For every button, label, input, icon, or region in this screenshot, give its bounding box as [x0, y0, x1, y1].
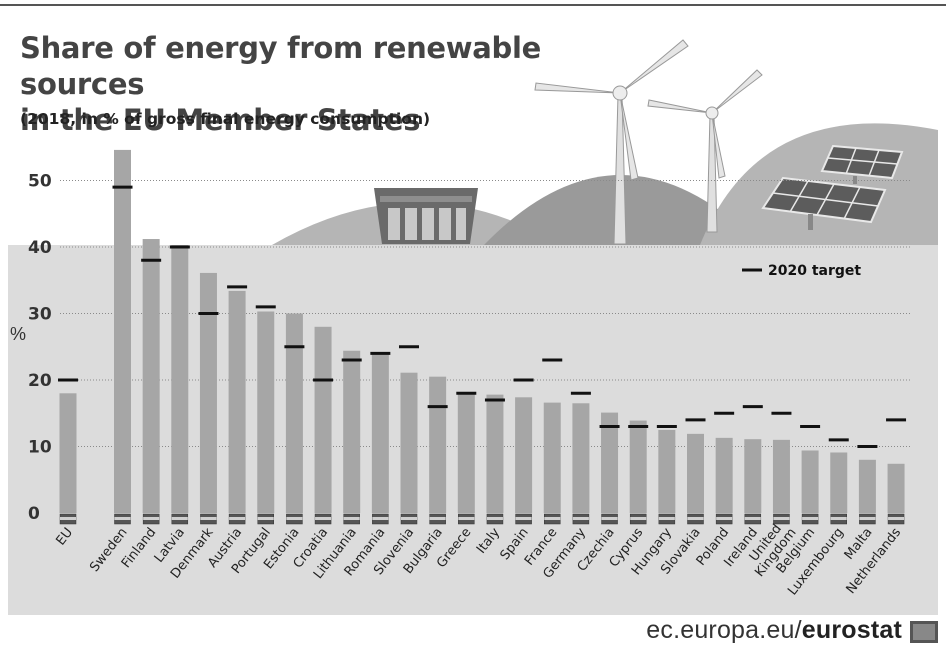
flag-stripe — [143, 517, 160, 520]
y-tick-label: 30 — [28, 305, 52, 325]
bar — [887, 463, 905, 513]
bar — [343, 350, 361, 513]
eurostat-logo-icon — [910, 621, 938, 643]
wind-turbine-small-icon — [647, 69, 763, 233]
bars-group — [59, 149, 905, 513]
bar — [171, 245, 189, 513]
y-tick-label: 20 — [28, 371, 52, 391]
chart-subtitle: (2018, in % of gross final energy consum… — [20, 110, 431, 128]
flag-stripe — [286, 517, 303, 520]
bar — [400, 372, 418, 513]
legend-target-label: 2020 target — [768, 263, 861, 279]
legend: 2020 target — [742, 263, 861, 279]
flag-stripe — [60, 517, 76, 520]
solar-panel-icon — [761, 144, 904, 230]
flag-stripe — [257, 517, 274, 520]
flag-stripe — [658, 517, 675, 520]
bar — [142, 239, 160, 513]
flag-stripe — [401, 517, 417, 520]
bar — [858, 459, 876, 513]
bar — [457, 393, 475, 513]
flag-stripe — [486, 517, 503, 520]
bar — [830, 452, 848, 513]
top-rule — [0, 4, 946, 6]
source-brand: eurostat — [801, 616, 902, 644]
flag-stripe — [888, 517, 905, 520]
flag-stripe — [315, 517, 332, 520]
bar — [257, 311, 275, 513]
bar — [687, 433, 704, 513]
bar — [486, 394, 504, 513]
flag-stripe — [114, 517, 131, 520]
y-tick-label: 0 — [28, 504, 40, 524]
bar — [801, 450, 819, 513]
flag-stripe — [515, 517, 532, 520]
bar — [515, 397, 533, 513]
bar — [601, 412, 619, 513]
title-line-2: in the EU Member States — [20, 103, 421, 137]
bar — [715, 437, 733, 513]
bar — [572, 403, 590, 513]
flag-stripe — [687, 517, 704, 520]
source-prefix: ec.europa.eu/ — [646, 616, 802, 644]
flag-stripe — [544, 517, 561, 520]
bar — [314, 326, 332, 513]
flag-stripe — [429, 517, 446, 520]
flag-stripe — [171, 517, 188, 520]
bar — [285, 313, 303, 513]
chart-title: Share of energy from renewable sources i… — [20, 30, 660, 138]
flag-stripe — [572, 517, 589, 520]
bar — [429, 376, 447, 513]
bar — [772, 439, 790, 513]
y-axis-label: % — [10, 324, 26, 344]
bar — [371, 354, 389, 513]
flag-stripe — [200, 517, 217, 520]
y-axis-ticks: 0 10 20 30 40 50 — [28, 172, 52, 525]
flag-stripe — [802, 517, 819, 520]
targets-group — [58, 185, 907, 448]
flag-stripe — [458, 517, 475, 520]
y-tick-label: 50 — [28, 172, 52, 192]
bar — [744, 439, 762, 513]
bar — [543, 402, 561, 513]
wind-turbine-icon — [534, 39, 689, 245]
source-link[interactable]: ec.europa.eu/eurostat — [646, 616, 902, 645]
bar — [59, 393, 77, 513]
flag-stripe — [773, 517, 790, 520]
title-line-1: Share of energy from renewable sources — [20, 31, 542, 101]
bar — [228, 290, 246, 513]
bar — [658, 429, 676, 513]
flag-stripe — [343, 517, 360, 520]
flags-group — [59, 513, 905, 525]
flag-stripe — [601, 517, 618, 520]
bar — [629, 420, 647, 513]
flag-stripe — [630, 517, 647, 520]
hydro-dam-icon — [374, 188, 478, 244]
y-tick-label: 40 — [28, 238, 52, 258]
flag-stripe — [372, 517, 389, 520]
flag-stripe — [859, 517, 876, 520]
flag-stripe — [744, 517, 761, 520]
flag-stripe — [830, 517, 847, 520]
flag-stripe — [229, 517, 246, 520]
bar — [114, 149, 131, 513]
y-tick-label: 10 — [28, 438, 52, 458]
bar — [199, 272, 217, 513]
flag-stripe — [716, 517, 733, 520]
